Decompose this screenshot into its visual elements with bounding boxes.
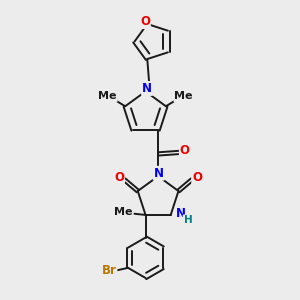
Text: N: N [154,167,164,180]
Text: Me: Me [114,207,133,217]
Text: Br: Br [102,264,116,277]
Text: O: O [114,171,124,184]
Text: O: O [140,15,150,28]
Text: N: N [176,207,186,220]
Text: Me: Me [98,92,117,101]
Text: O: O [180,145,190,158]
Text: Me: Me [175,92,193,101]
Text: N: N [142,82,152,95]
Text: H: H [184,215,192,225]
Text: O: O [192,171,202,184]
